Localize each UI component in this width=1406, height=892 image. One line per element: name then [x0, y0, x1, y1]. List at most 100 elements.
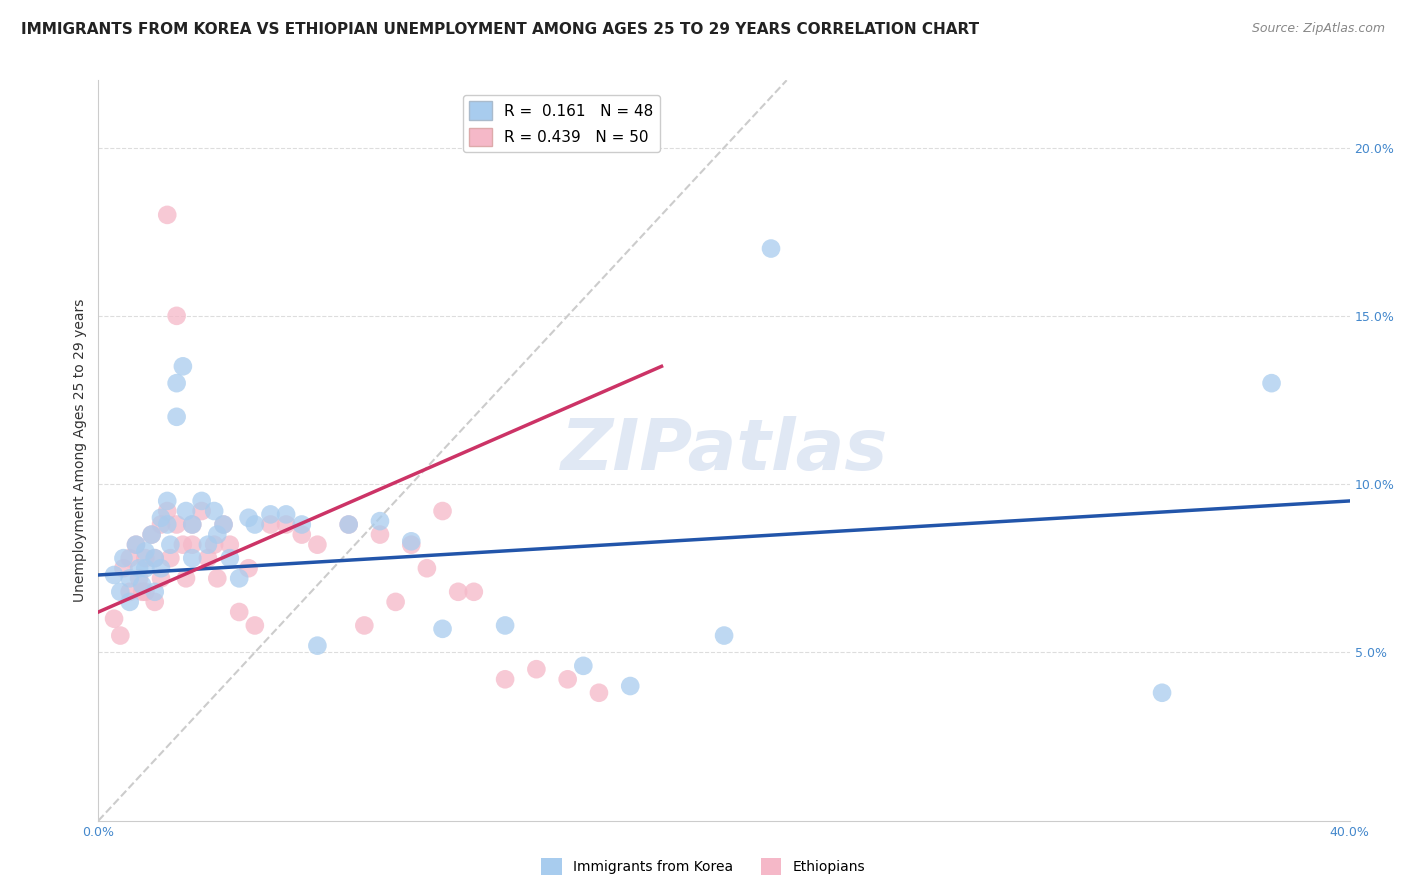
Text: Source: ZipAtlas.com: Source: ZipAtlas.com [1251, 22, 1385, 36]
Point [103, 568, 125, 582]
Point [112, 551, 135, 566]
Point [141, 527, 163, 541]
Point [212, 517, 235, 532]
Point [368, 527, 391, 541]
Point [131, 584, 153, 599]
Point [197, 538, 219, 552]
Text: ZIPatlas: ZIPatlas [561, 416, 887, 485]
Point [118, 571, 141, 585]
Point [143, 551, 166, 566]
Point [494, 618, 516, 632]
Point [218, 551, 240, 566]
Point [463, 584, 485, 599]
Point [172, 538, 194, 552]
Point [337, 517, 360, 532]
Point [143, 551, 166, 566]
Point [190, 494, 212, 508]
Point [238, 510, 260, 524]
Point [141, 527, 163, 541]
Point [174, 504, 197, 518]
Point [134, 584, 156, 599]
Point [110, 584, 132, 599]
Point [128, 561, 150, 575]
Point [1260, 376, 1282, 391]
Point [274, 508, 298, 522]
Point [150, 561, 173, 575]
Point [125, 538, 148, 552]
Point [291, 517, 314, 532]
Point [159, 538, 181, 552]
Point [131, 578, 153, 592]
Point [238, 561, 260, 575]
Point [143, 584, 166, 599]
Point [202, 538, 225, 552]
Point [181, 517, 204, 532]
Point [494, 673, 516, 687]
Point [166, 517, 188, 532]
Point [259, 517, 281, 532]
Point [156, 208, 179, 222]
Point [259, 508, 281, 522]
Point [713, 628, 735, 642]
Y-axis label: Unemployment Among Ages 25 to 29 years: Unemployment Among Ages 25 to 29 years [73, 299, 87, 602]
Point [118, 551, 141, 566]
Point [212, 517, 235, 532]
Point [110, 628, 132, 642]
Point [588, 686, 610, 700]
Point [228, 605, 250, 619]
Point [150, 510, 173, 524]
Point [103, 612, 125, 626]
Point [368, 514, 391, 528]
Point [759, 242, 782, 256]
Point [181, 517, 204, 532]
Point [572, 658, 595, 673]
Point [432, 622, 454, 636]
Point [118, 584, 141, 599]
Point [197, 551, 219, 566]
Point [166, 409, 188, 424]
Point [243, 517, 266, 532]
Point [159, 551, 181, 566]
Point [181, 538, 204, 552]
Point [134, 544, 156, 558]
Point [156, 504, 179, 518]
Point [181, 551, 204, 566]
Point [172, 359, 194, 374]
Point [174, 571, 197, 585]
Point [118, 595, 141, 609]
Point [166, 376, 188, 391]
Point [619, 679, 641, 693]
Point [307, 538, 329, 552]
Legend: R =  0.161   N = 48, R = 0.439   N = 50: R = 0.161 N = 48, R = 0.439 N = 50 [463, 95, 659, 153]
Point [432, 504, 454, 518]
Point [156, 517, 179, 532]
Point [228, 571, 250, 585]
Point [190, 504, 212, 518]
Point [274, 517, 298, 532]
Point [150, 571, 173, 585]
Point [166, 309, 188, 323]
Point [134, 551, 156, 566]
Point [557, 673, 579, 687]
Text: IMMIGRANTS FROM KOREA VS ETHIOPIAN UNEMPLOYMENT AMONG AGES 25 TO 29 YEARS CORREL: IMMIGRANTS FROM KOREA VS ETHIOPIAN UNEMP… [21, 22, 979, 37]
Point [353, 618, 375, 632]
Point [1152, 686, 1174, 700]
Point [112, 561, 135, 575]
Point [401, 538, 423, 552]
Point [207, 527, 229, 541]
Point [207, 571, 229, 585]
Point [384, 595, 406, 609]
Point [134, 561, 156, 575]
Point [401, 534, 423, 549]
Point [416, 561, 439, 575]
Point [125, 538, 148, 552]
Point [291, 527, 314, 541]
Point [202, 504, 225, 518]
Point [526, 662, 548, 676]
Point [243, 618, 266, 632]
Point [218, 538, 240, 552]
Point [128, 571, 150, 585]
Point [143, 595, 166, 609]
Point [307, 639, 329, 653]
Point [156, 494, 179, 508]
